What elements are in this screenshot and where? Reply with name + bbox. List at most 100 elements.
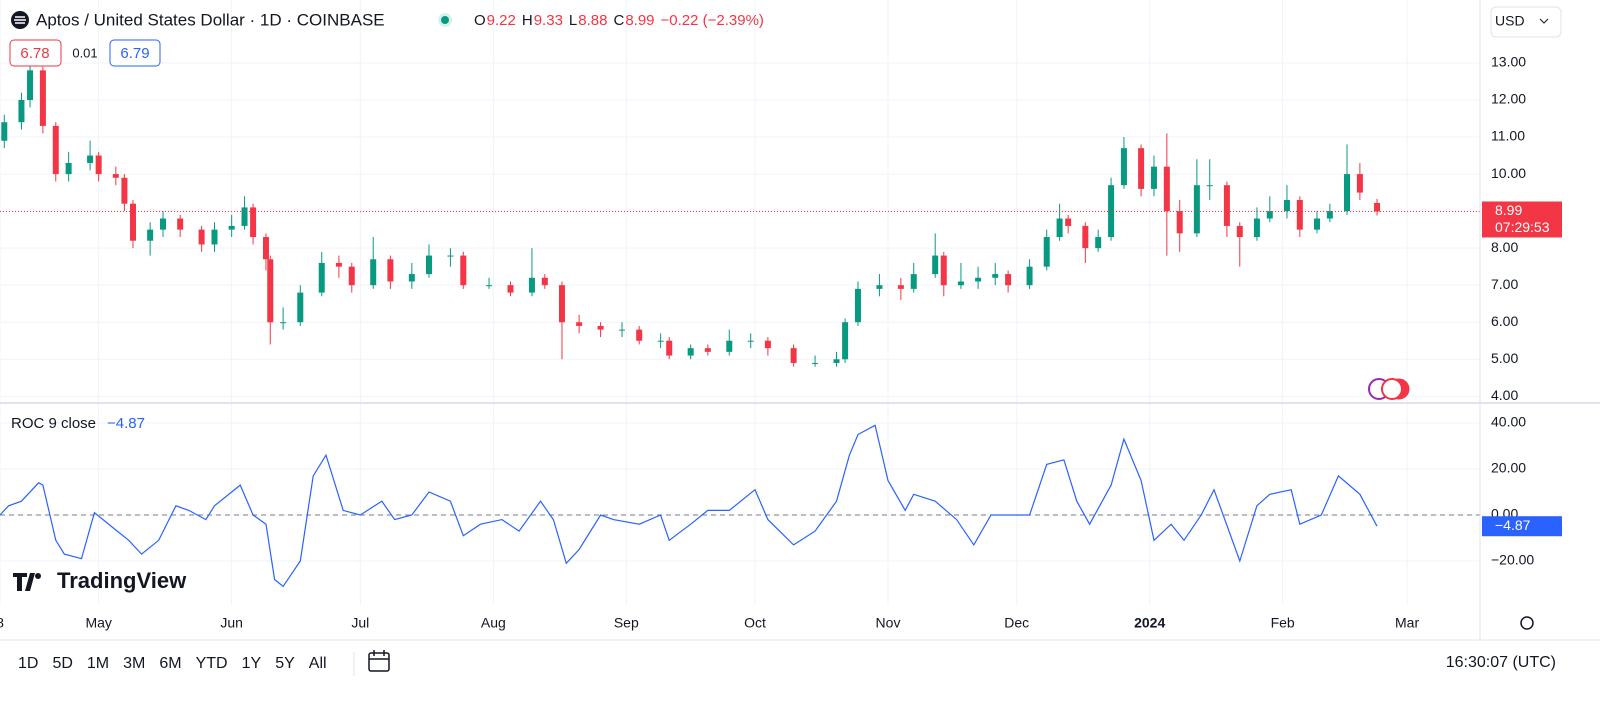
y-tick-label: 4.00 <box>1491 387 1518 403</box>
candle-body <box>408 274 415 282</box>
ask[interactable]: 6.79 <box>120 45 149 62</box>
event-icon[interactable] <box>1381 378 1403 400</box>
goto-date-icon[interactable] <box>368 652 390 672</box>
candle-body <box>876 285 883 289</box>
candle-body <box>975 277 982 282</box>
candle-body <box>129 203 136 241</box>
x-tick-label: Jul <box>351 615 369 631</box>
candle-body <box>833 359 840 363</box>
range-button[interactable]: 5Y <box>275 655 295 672</box>
candle-body <box>704 348 711 352</box>
candle-body <box>657 340 664 342</box>
y-tick-label: 11.00 <box>1491 128 1525 144</box>
candle-body <box>228 225 235 230</box>
candle-body <box>1108 185 1115 238</box>
candle-body <box>177 218 184 230</box>
change: −0.22 (−2.39%) <box>661 12 764 29</box>
candle-body <box>27 70 34 100</box>
candle-body <box>18 100 25 123</box>
toolbar: 1D 5D 1M 3M 6M YTD 1Y 5Y All <box>18 655 327 672</box>
candle-body <box>348 266 355 286</box>
candle-body <box>447 255 454 257</box>
candle-body <box>460 255 467 286</box>
range-button[interactable]: 1M <box>87 655 109 672</box>
range-button[interactable]: YTD <box>196 655 228 672</box>
y-tick-label: 13.00 <box>1491 54 1526 70</box>
candle-body <box>619 329 626 331</box>
candle-body <box>121 177 128 204</box>
bid[interactable]: 6.78 <box>20 45 49 62</box>
candle-body <box>1266 211 1273 219</box>
candle-body <box>425 255 432 275</box>
roc-line <box>0 424 1378 588</box>
indicator-title: ROC 9 close <box>11 415 96 432</box>
x-tick-label: Oct <box>744 615 766 631</box>
candle-body <box>250 207 257 238</box>
candle-body <box>95 155 102 175</box>
candle-body <box>790 348 797 363</box>
candle-body <box>280 322 287 324</box>
symbol-title: Aptos / United States Dollar · 1D · COIN… <box>36 10 385 29</box>
candle-body <box>1056 218 1063 238</box>
y-tick-label: 5.00 <box>1491 350 1518 366</box>
range-button[interactable]: 6M <box>159 655 181 672</box>
candle-body <box>1326 211 1333 219</box>
x-tick-label: 2024 <box>1134 615 1165 631</box>
candle-body <box>370 259 377 286</box>
y-tick-label: 7.00 <box>1491 276 1518 292</box>
x-tick-label: Sep <box>614 615 639 631</box>
range-button[interactable]: 1D <box>18 655 38 672</box>
y-tick-label: 12.00 <box>1491 91 1526 107</box>
candle-body <box>764 340 771 349</box>
candle-body <box>112 174 119 178</box>
candle-body <box>1223 185 1230 226</box>
candle-body <box>1176 211 1183 234</box>
settings-icon[interactable] <box>1520 616 1534 630</box>
logo-dot <box>35 573 41 579</box>
candle-body <box>1120 148 1127 186</box>
grid <box>0 0 1480 605</box>
candle-body <box>1374 202 1381 212</box>
y-tick-label: −20.00 <box>1491 552 1534 568</box>
x-tick-label: Jun <box>220 615 243 631</box>
candle-body <box>910 274 917 289</box>
ohlc-value: 8.88 <box>578 12 607 29</box>
range-button[interactable]: 5D <box>52 655 72 672</box>
candle-body <box>541 277 548 286</box>
currency[interactable]: USD <box>1495 13 1525 29</box>
candle-body <box>1344 174 1351 212</box>
candle-body <box>87 155 94 163</box>
candle-body <box>597 325 604 330</box>
x-tick-label: Mar <box>1395 615 1419 631</box>
marks <box>0 62 1480 588</box>
candle-body <box>297 292 304 323</box>
range-button[interactable]: All <box>309 655 327 672</box>
candle-body <box>147 229 154 241</box>
currency-button[interactable] <box>1490 6 1562 38</box>
spread: 0.01 <box>72 45 97 60</box>
x-tick-label: Nov <box>876 615 901 631</box>
candle-body <box>335 262 342 267</box>
bid-box[interactable] <box>9 39 62 67</box>
candle-body <box>387 259 394 282</box>
range-button[interactable]: 1Y <box>242 655 262 672</box>
ask-box[interactable] <box>109 39 161 67</box>
candle-body <box>486 285 493 287</box>
candle-body <box>992 274 999 278</box>
ohlc-key: C <box>613 12 624 29</box>
candle-body <box>211 229 218 245</box>
roc-last-label: −4.87 <box>1495 517 1531 533</box>
last-price-label: 8.99 <box>1495 202 1522 218</box>
candle-body <box>52 125 59 175</box>
candle-body <box>897 285 904 289</box>
candle-body <box>65 162 72 175</box>
y-tick-label: 6.00 <box>1491 313 1518 329</box>
y-tick-label: 40.00 <box>1491 414 1526 430</box>
candle-body <box>507 285 514 293</box>
market-status-dot <box>441 16 449 24</box>
candle-body <box>262 237 269 260</box>
candle-body <box>1138 148 1145 189</box>
range-button[interactable]: 3M <box>123 655 145 672</box>
candle-body <box>39 70 46 126</box>
